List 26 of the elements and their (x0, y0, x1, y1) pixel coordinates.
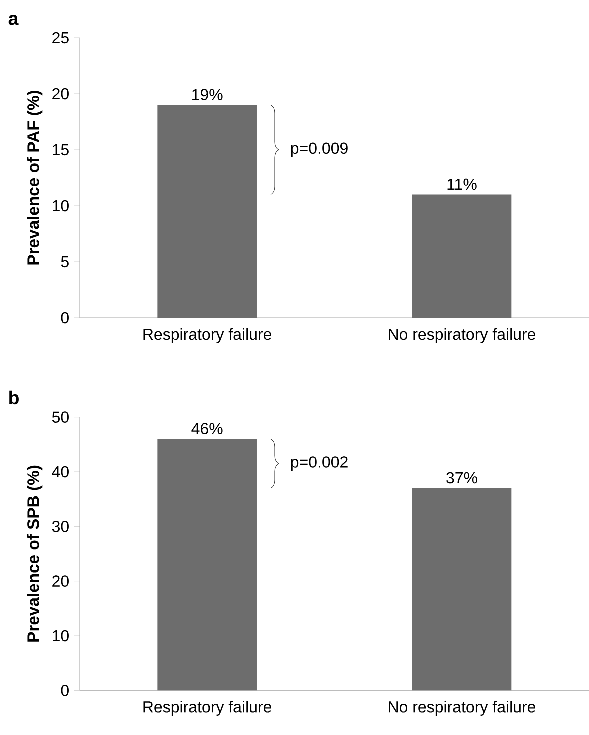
y-tick-label: 15 (53, 144, 69, 156)
y-tick-label: 5 (61, 256, 69, 268)
y-tick-label: 25 (52, 32, 69, 44)
y-tick-label: 40 (52, 466, 69, 478)
y-axis-title: Prevalence of SPB (%) (27, 466, 43, 642)
x-tick-label: No respiratory failure (389, 328, 536, 344)
data-label: 11% (448, 178, 477, 190)
y-tick-label: 0 (61, 312, 69, 324)
y-tick-label: 30 (52, 521, 69, 532)
chart-title: b (10, 390, 19, 405)
y-tick-label: 0 (61, 685, 69, 696)
chart-title: a (8, 15, 19, 26)
y-tick-label: 10 (53, 200, 69, 212)
annotation: p=0.009 (291, 142, 348, 158)
x-tick-label: No respiratory failure (389, 701, 536, 716)
y-axis-title: Prevalence of PAF (%) (27, 91, 43, 265)
y-tick-label: 20 (52, 576, 69, 587)
data-label: 19% (192, 89, 223, 100)
data-label: 46% (192, 423, 223, 434)
y-tick-label: 20 (52, 88, 69, 100)
annotation: p=0.002 (291, 456, 348, 472)
y-tick-label: 10 (53, 630, 69, 642)
data-label: 37% (446, 472, 478, 484)
x-tick-label: Respiratory failure (144, 701, 272, 716)
x-tick-label: Respiratory failure (144, 328, 272, 344)
y-tick-label: 50 (52, 412, 69, 423)
